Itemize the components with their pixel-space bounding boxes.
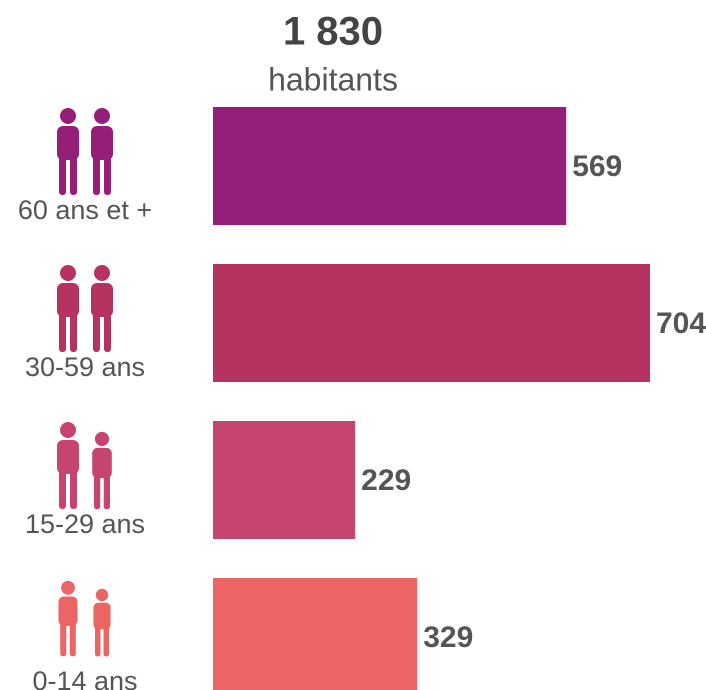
icon-leg xyxy=(59,469,66,509)
icon-leg xyxy=(93,155,100,195)
icon-leg xyxy=(69,621,76,657)
icon-leg xyxy=(70,312,77,352)
icon-body xyxy=(57,283,79,317)
icon-head xyxy=(60,422,76,438)
icon-leg xyxy=(70,469,77,509)
icon-head xyxy=(94,431,110,447)
icon-leg xyxy=(103,473,110,510)
icon-leg xyxy=(104,312,111,352)
chart-title: 1 830 xyxy=(283,10,383,54)
icon-head xyxy=(95,588,109,602)
bar xyxy=(213,578,418,690)
icon-leg xyxy=(94,473,101,510)
icon-leg xyxy=(103,625,109,657)
icon-body xyxy=(91,126,113,160)
icon-body xyxy=(57,440,79,474)
icon-head xyxy=(61,580,75,595)
value-label: 704 xyxy=(656,307,706,340)
age-icon xyxy=(58,580,111,657)
icon-body xyxy=(93,602,111,630)
icon-head xyxy=(60,108,76,124)
icon-head xyxy=(94,108,110,124)
age-icon xyxy=(57,422,112,510)
category-label: 0-14 ans xyxy=(32,666,137,690)
category-label: 60 ans et + xyxy=(18,195,152,225)
icon-leg xyxy=(60,621,67,657)
icon-leg xyxy=(59,312,66,352)
icon-leg xyxy=(93,312,100,352)
age-icon xyxy=(57,108,113,195)
value-label: 569 xyxy=(572,150,622,183)
icon-leg xyxy=(95,625,101,657)
category-label: 15-29 ans xyxy=(25,509,145,539)
icon-head xyxy=(60,265,76,281)
category-label: 30-59 ans xyxy=(25,352,145,382)
chart-subtitle: habitants xyxy=(268,61,398,97)
icon-leg xyxy=(104,155,111,195)
age-icon xyxy=(57,265,113,352)
bar xyxy=(213,421,356,539)
value-label: 229 xyxy=(361,464,411,497)
icon-body xyxy=(91,283,113,317)
icon-body xyxy=(92,447,112,479)
icon-head xyxy=(94,265,110,281)
icon-leg xyxy=(59,155,66,195)
icon-leg xyxy=(70,155,77,195)
bar xyxy=(213,264,650,382)
value-label: 329 xyxy=(423,621,473,654)
icon-body xyxy=(58,596,78,626)
bar xyxy=(213,107,567,225)
icon-body xyxy=(57,126,79,160)
